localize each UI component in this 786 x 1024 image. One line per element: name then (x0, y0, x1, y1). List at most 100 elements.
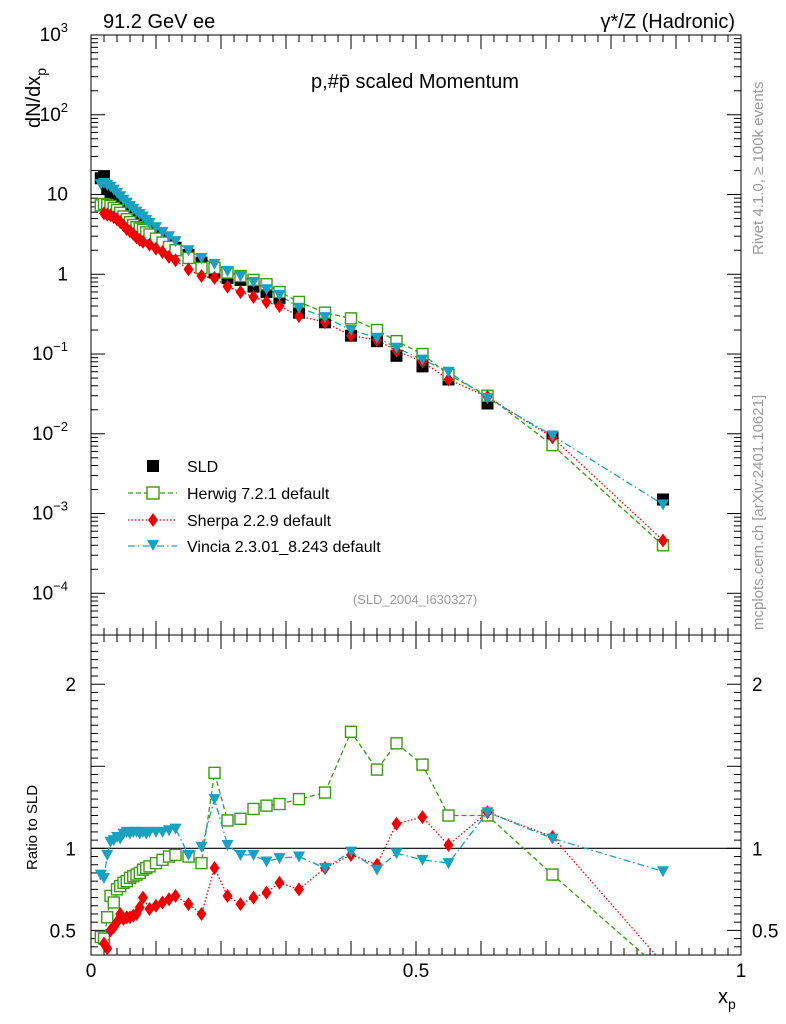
point-vincia (169, 236, 182, 248)
ratio-point-herwig (442, 809, 455, 822)
main-ytick-base: 10 (40, 25, 61, 46)
main-ytick-label: 10 (47, 185, 68, 206)
ratio-point-sherpa (261, 885, 272, 900)
ratio-point-vincia (371, 864, 383, 876)
ratio-point-vincia (247, 849, 260, 861)
ratio-point-herwig (221, 814, 234, 827)
ratio-point-vincia (169, 823, 182, 835)
point-vincia (390, 342, 403, 354)
main-ylabel-text: dN/dx (23, 76, 45, 128)
point-vincia (416, 354, 429, 366)
point-vincia (221, 265, 234, 277)
main-ytick-exp: −1 (53, 339, 68, 354)
legend-item-sld: SLD (147, 459, 218, 476)
point-vincia (156, 226, 169, 238)
ratio-point-herwig (247, 802, 260, 816)
legend-marker-vincia (147, 540, 159, 551)
legend-label-sld: SLD (187, 459, 218, 476)
ratio-point-vincia (260, 856, 273, 868)
point-sherpa (170, 253, 181, 268)
main-ytick-label: 10−3 (32, 499, 68, 525)
ratio-point-vincia (481, 807, 494, 819)
legend-marker-herwig (146, 486, 160, 500)
ratio-point-vincia (442, 858, 455, 870)
legend-item-vincia: Vincia 2.3.01_8.243 default (128, 539, 381, 556)
point-vincia (234, 271, 247, 283)
ratio-point-sherpa (196, 906, 207, 921)
main-ytick-label: 10−2 (32, 419, 68, 445)
ratio-point-sherpa (209, 861, 220, 876)
ratio-point-vincia (293, 851, 305, 863)
main-ytick-label: 103 (40, 20, 68, 46)
ratio-point-sherpa (134, 900, 145, 915)
point-vincia (247, 276, 260, 288)
series-markers (94, 170, 670, 955)
main-ytick-label: 10−4 (32, 578, 68, 604)
point-sherpa (222, 279, 233, 294)
main-ylabel: dN/dxp (23, 68, 49, 128)
ratio-point-sherpa (391, 816, 402, 831)
ratio-point-vincia (221, 840, 234, 852)
point-vincia (273, 289, 286, 301)
ratio-point-herwig (234, 812, 247, 825)
main-ytick-exp: 2 (61, 100, 68, 115)
main-ytick-label: 10−1 (32, 339, 68, 365)
ratio-point-vincia (208, 794, 221, 806)
ratio-point-sherpa (170, 888, 181, 903)
legend-marker-sld (147, 460, 159, 472)
point-sherpa (183, 262, 194, 277)
ratio-point-sherpa (294, 882, 304, 897)
point-sherpa (443, 372, 454, 387)
ratio-point-herwig (390, 737, 403, 750)
main-ytick-exp: −2 (53, 419, 68, 434)
ratio-series-group (94, 725, 669, 955)
ratio-point-vincia (182, 849, 195, 861)
chart-title: p,#p̄ scaled Momentum (311, 71, 519, 93)
ratio-ytick-label-right: 0.5 (752, 921, 778, 942)
ratio-point-sherpa (183, 897, 194, 912)
point-vincia (657, 499, 669, 511)
ratio-point-herwig (292, 792, 306, 806)
ratio-point-vincia (390, 848, 403, 860)
ratio-point-vincia (273, 853, 286, 865)
main-ytick-label: 1 (57, 264, 68, 285)
point-herwig (344, 312, 358, 325)
point-sherpa (294, 308, 304, 323)
ratio-point-vincia (657, 866, 669, 878)
ratio-point-sherpa (274, 875, 285, 890)
ratio-point-herwig (370, 763, 384, 776)
ratio-point-sherpa (102, 941, 113, 955)
ratio-ytick-label-right: 2 (752, 675, 763, 696)
ratio-point-herwig (208, 766, 221, 780)
main-ytick-base: 10 (32, 424, 53, 445)
point-sherpa (248, 289, 259, 304)
main-ytick-exp: −3 (53, 499, 68, 514)
point-sherpa (209, 270, 220, 285)
ratio-ytick-label-left: 2 (65, 675, 76, 696)
point-vincia (182, 245, 195, 257)
ratio-point-herwig (273, 797, 286, 811)
rivet-version-label: Rivet 4.1.0, ≥ 100k events (750, 82, 767, 255)
ratio-point-herwig (546, 868, 559, 881)
ratio-ytick-label-right: 1 (752, 839, 763, 860)
ratio-point-vincia (416, 854, 429, 866)
point-vincia (319, 312, 331, 324)
ratio-ylabel: Ratio to SLD (24, 785, 41, 870)
main-ytick-label: 102 (40, 100, 68, 126)
main-ylabel-sub: p (33, 68, 49, 76)
main-ytick-base: 10 (32, 583, 53, 604)
point-vincia (260, 284, 273, 296)
xlabel-sub: p (728, 996, 736, 1012)
main-ytick-exp: 3 (61, 20, 68, 35)
point-vincia (150, 222, 162, 234)
legend-marker-sherpa (148, 513, 158, 527)
main-ytick-base: 10 (32, 344, 53, 365)
legend-label-sherpa: Sherpa 2.2.9 default (187, 513, 332, 530)
legend-item-herwig: Herwig 7.2.1 default (128, 486, 330, 503)
legend-label-vincia: Vincia 2.3.01_8.243 default (187, 539, 381, 556)
energy-label: 91.2 GeV ee (103, 11, 215, 33)
ratio-point-vincia (345, 846, 357, 858)
